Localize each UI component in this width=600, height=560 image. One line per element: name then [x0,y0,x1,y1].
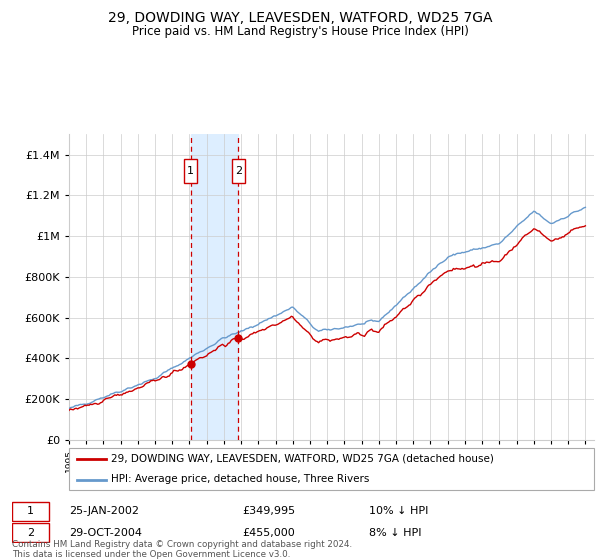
Text: 2: 2 [235,166,242,176]
Text: 1: 1 [27,506,34,516]
Text: 1: 1 [187,166,194,176]
Text: 29, DOWDING WAY, LEAVESDEN, WATFORD, WD25 7GA: 29, DOWDING WAY, LEAVESDEN, WATFORD, WD2… [108,11,492,25]
FancyBboxPatch shape [232,159,245,183]
Text: 2: 2 [27,528,34,538]
Text: £455,000: £455,000 [242,528,295,538]
Text: 10% ↓ HPI: 10% ↓ HPI [369,506,428,516]
FancyBboxPatch shape [69,448,594,490]
FancyBboxPatch shape [184,159,197,183]
FancyBboxPatch shape [12,502,49,521]
Text: Contains HM Land Registry data © Crown copyright and database right 2024.
This d: Contains HM Land Registry data © Crown c… [12,540,352,559]
Text: 8% ↓ HPI: 8% ↓ HPI [369,528,422,538]
Text: 29-OCT-2004: 29-OCT-2004 [70,528,143,538]
Text: Price paid vs. HM Land Registry's House Price Index (HPI): Price paid vs. HM Land Registry's House … [131,25,469,38]
Text: £349,995: £349,995 [242,506,296,516]
Text: HPI: Average price, detached house, Three Rivers: HPI: Average price, detached house, Thre… [111,474,370,484]
Text: 25-JAN-2002: 25-JAN-2002 [70,506,140,516]
Bar [191,134,238,440]
Text: 29, DOWDING WAY, LEAVESDEN, WATFORD, WD25 7GA (detached house): 29, DOWDING WAY, LEAVESDEN, WATFORD, WD2… [111,454,494,464]
FancyBboxPatch shape [12,523,49,542]
